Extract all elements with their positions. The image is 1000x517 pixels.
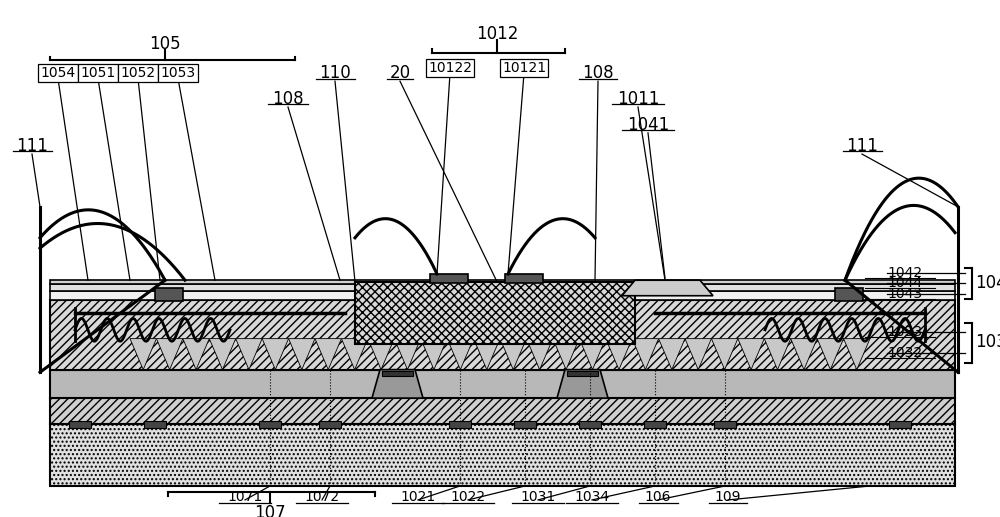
Polygon shape — [764, 339, 791, 370]
Text: 1011: 1011 — [617, 90, 659, 108]
Polygon shape — [553, 339, 579, 370]
Polygon shape — [372, 370, 423, 398]
Text: 1022: 1022 — [450, 490, 486, 505]
Text: 107: 107 — [254, 504, 286, 517]
Text: 1032: 1032 — [887, 345, 922, 360]
Text: 1012: 1012 — [476, 25, 518, 42]
Bar — [430, 274, 468, 283]
Bar — [714, 421, 736, 428]
Bar — [50, 291, 955, 300]
Text: 1053: 1053 — [160, 66, 196, 81]
Text: 1033: 1033 — [887, 325, 922, 339]
Bar — [449, 421, 471, 428]
Polygon shape — [738, 339, 764, 370]
Bar — [259, 421, 281, 428]
Text: 1043: 1043 — [887, 286, 922, 301]
Text: 109: 109 — [715, 490, 741, 505]
Bar — [644, 421, 666, 428]
Polygon shape — [526, 339, 553, 370]
Polygon shape — [394, 339, 421, 370]
Text: 10122: 10122 — [428, 61, 472, 75]
Polygon shape — [236, 339, 262, 370]
Text: 1044: 1044 — [887, 276, 922, 291]
Bar — [835, 288, 863, 301]
Polygon shape — [341, 339, 368, 370]
Polygon shape — [156, 339, 183, 370]
Text: 111: 111 — [846, 137, 878, 155]
Text: 1072: 1072 — [304, 490, 340, 505]
Polygon shape — [711, 339, 738, 370]
Polygon shape — [209, 339, 236, 370]
Polygon shape — [685, 339, 711, 370]
Bar — [50, 370, 955, 398]
Bar — [319, 421, 341, 428]
Text: 1031: 1031 — [520, 490, 556, 505]
Text: 111: 111 — [16, 137, 48, 155]
Polygon shape — [606, 339, 632, 370]
Bar — [579, 421, 601, 428]
Text: 106: 106 — [645, 490, 671, 505]
Polygon shape — [817, 339, 844, 370]
Polygon shape — [500, 339, 526, 370]
Polygon shape — [262, 339, 289, 370]
Text: 1034: 1034 — [574, 490, 610, 505]
Text: 1021: 1021 — [400, 490, 436, 505]
Bar — [69, 421, 91, 428]
Polygon shape — [557, 370, 608, 398]
Bar — [50, 280, 955, 284]
Text: 103: 103 — [975, 333, 1000, 351]
Text: 20: 20 — [389, 65, 411, 82]
Polygon shape — [421, 339, 447, 370]
Polygon shape — [183, 339, 209, 370]
Bar — [50, 300, 955, 370]
Text: 1052: 1052 — [120, 66, 156, 81]
Polygon shape — [130, 339, 156, 370]
Polygon shape — [315, 339, 341, 370]
Bar — [50, 424, 955, 486]
Polygon shape — [659, 339, 685, 370]
Polygon shape — [474, 339, 500, 370]
Bar — [514, 421, 536, 428]
Polygon shape — [447, 339, 474, 370]
Bar — [355, 282, 635, 344]
Text: 1071: 1071 — [227, 490, 263, 505]
Text: 108: 108 — [582, 65, 614, 82]
Bar — [50, 398, 955, 424]
Text: 1051: 1051 — [80, 66, 116, 81]
Polygon shape — [368, 339, 394, 370]
Bar — [155, 288, 183, 301]
Bar — [505, 274, 543, 283]
Text: 108: 108 — [272, 90, 304, 108]
Bar — [144, 421, 166, 428]
Polygon shape — [632, 339, 659, 370]
Text: 1042: 1042 — [887, 266, 922, 280]
Polygon shape — [844, 339, 870, 370]
Polygon shape — [289, 339, 315, 370]
Text: 110: 110 — [319, 65, 351, 82]
Polygon shape — [791, 339, 817, 370]
Polygon shape — [579, 339, 606, 370]
Bar — [889, 421, 911, 428]
Text: 1054: 1054 — [40, 66, 76, 81]
Text: 105: 105 — [149, 35, 181, 53]
Text: 104: 104 — [975, 275, 1000, 292]
Text: 10121: 10121 — [502, 61, 546, 75]
Polygon shape — [622, 280, 713, 296]
Text: 1041: 1041 — [627, 116, 669, 134]
Bar — [382, 371, 413, 376]
Bar — [567, 371, 598, 376]
Bar — [50, 284, 955, 291]
